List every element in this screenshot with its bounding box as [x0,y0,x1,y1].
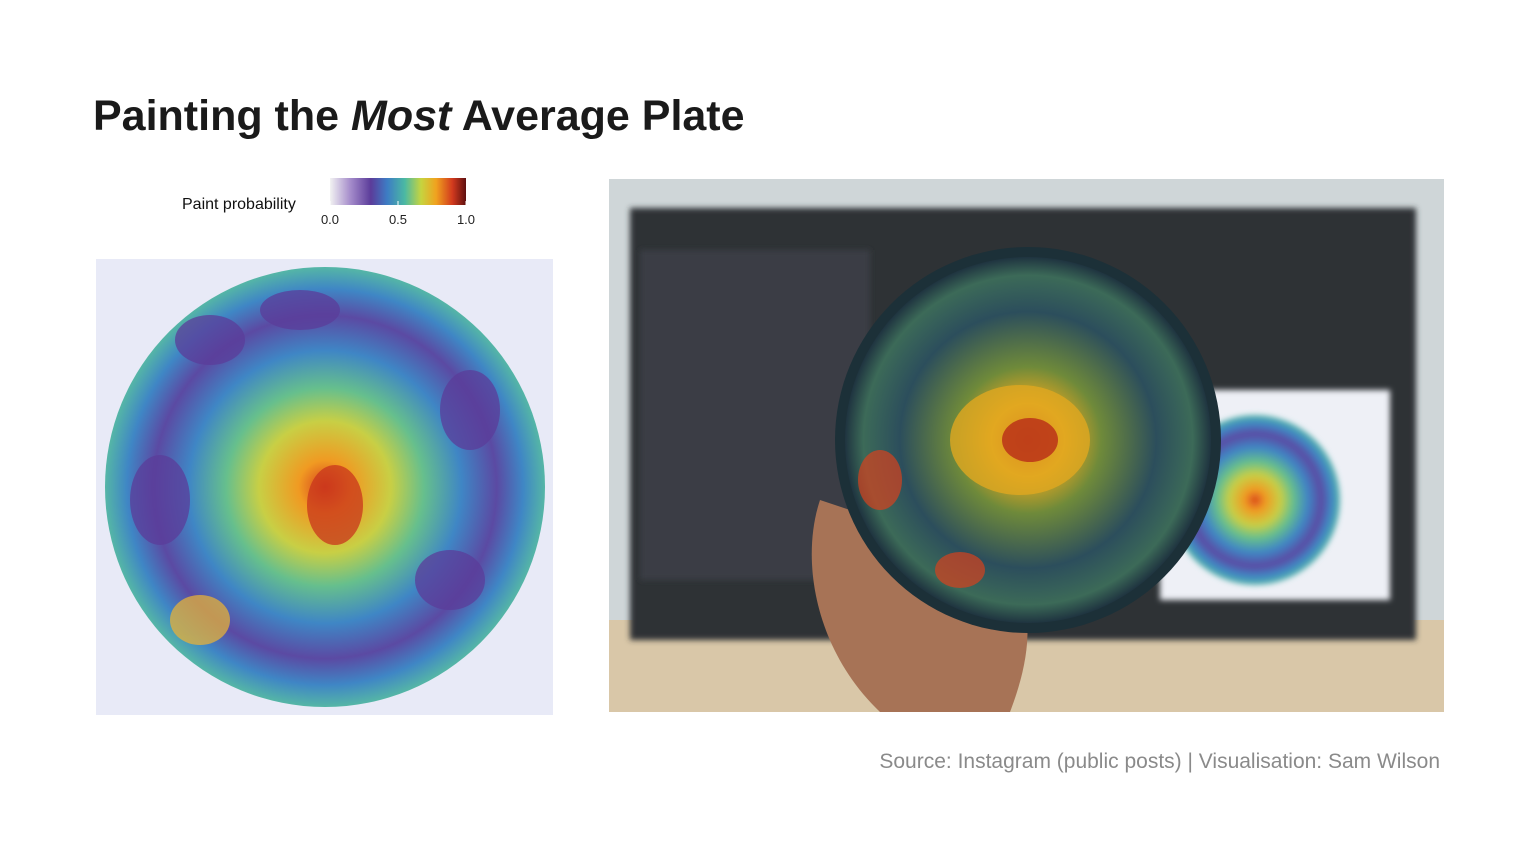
colorbar-tick-label: 0.5 [389,212,407,227]
heatmap-texture [130,290,500,645]
legend-title: Paint probability [182,196,296,213]
title-emphasis: Most [351,92,453,140]
source: Source: Instagram (public posts) | Visua… [879,750,1440,773]
colorbar-tick-label: 0.0 [321,212,339,227]
colorbar-tick-label: 1.0 [457,212,475,227]
photo [609,179,1444,712]
colorbar [330,178,466,205]
title-part: Average Plate [462,92,745,140]
title: Painting the Most Average Plate [93,92,745,140]
title-part: Painting the [93,92,339,140]
